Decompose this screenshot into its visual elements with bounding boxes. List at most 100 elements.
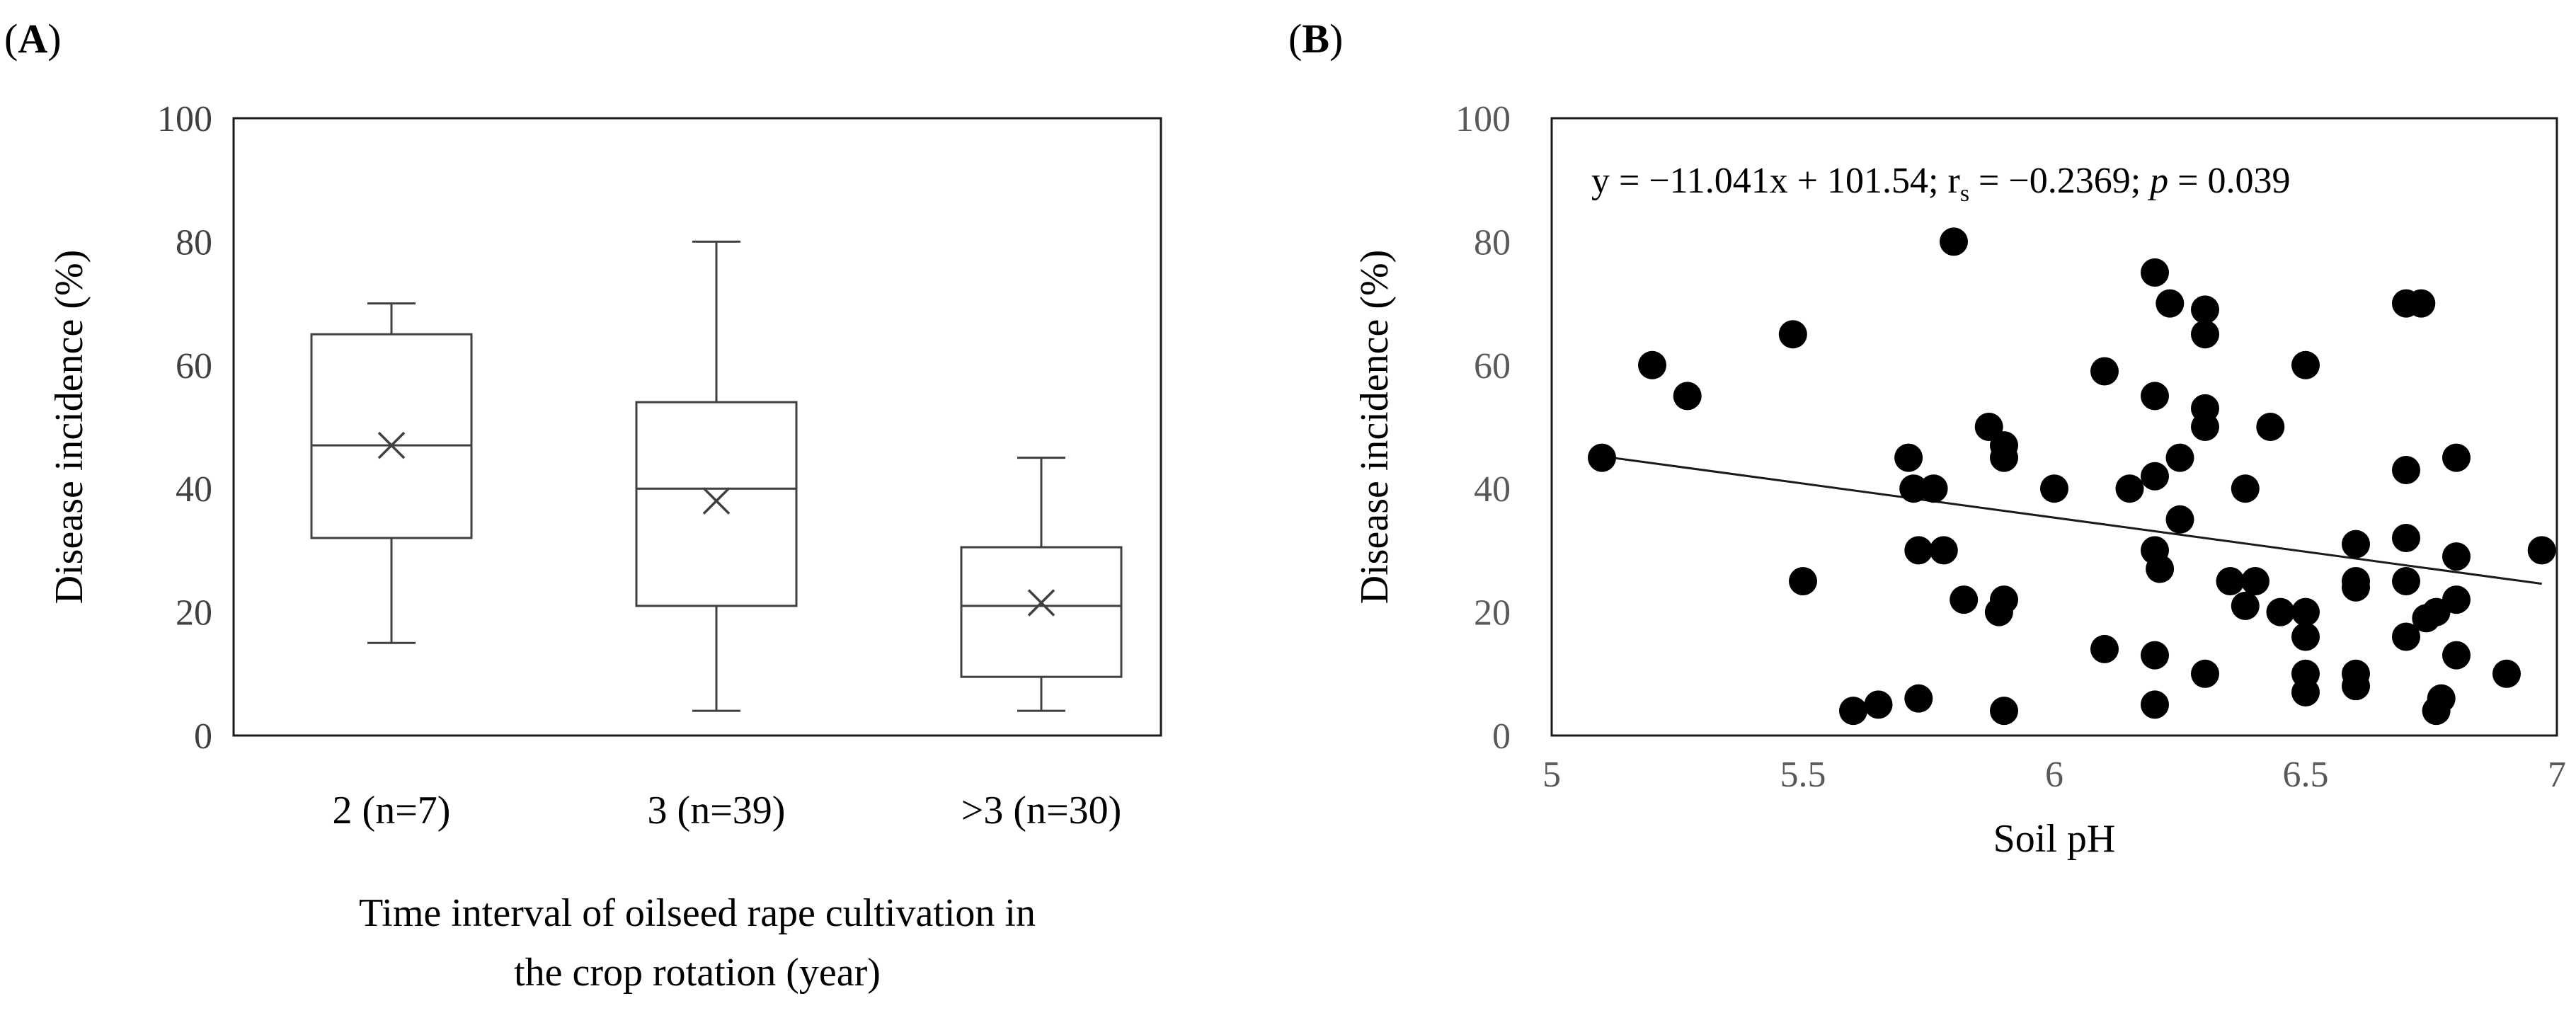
regression-annotation: y = −11.041x + 101.54; rs = −0.2369; p =… (1591, 161, 2290, 207)
data-point (2442, 585, 2471, 614)
x-tick-label: 5.5 (1780, 755, 1826, 795)
box-plot-frame (232, 117, 1162, 737)
scatter-frame (1550, 117, 2558, 737)
data-point (2256, 413, 2285, 441)
data-point (2141, 641, 2169, 670)
data-point (2291, 597, 2320, 626)
annotation-suffix: = 0.039 (2168, 161, 2290, 201)
y-tick-label: 20 (1474, 593, 1511, 634)
annotation-middle: = −0.2369; (1969, 161, 2150, 201)
y-tick-label: 20 (176, 593, 212, 634)
data-point (2191, 659, 2219, 688)
data-point (2427, 684, 2456, 713)
panel-label-b: (B) (1288, 16, 1343, 62)
data-point (2527, 536, 2556, 565)
box-plot-x-axis-title-line-1: Time interval of oilseed rape cultivatio… (359, 891, 1036, 935)
box-plot-y-ticks: 0 20 40 60 80 100 (157, 99, 212, 757)
data-point (2442, 443, 2471, 472)
mean-marker-stroke-2 (377, 431, 406, 459)
panel-label-a-letter: A (18, 16, 47, 62)
data-point (2392, 523, 2420, 552)
data-point (2241, 567, 2269, 595)
box-group (960, 457, 1123, 712)
x-tick-label: 5 (1542, 755, 1561, 795)
data-point (2291, 350, 2320, 379)
panel-label-b-letter: B (1302, 16, 1329, 62)
y-tick-label: 80 (176, 222, 212, 263)
scatter-panel: 0 20 40 60 80 100 5 5.5 6 6.5 7 y = −11.041x + 10… (1353, 99, 2566, 861)
data-point (2407, 289, 2436, 318)
data-point (1673, 382, 1702, 411)
data-point (2141, 690, 2169, 719)
data-point (2090, 357, 2119, 386)
data-point (2442, 641, 2471, 670)
annotation-p: p (2147, 161, 2168, 201)
data-point (2342, 530, 2370, 559)
data-point (1864, 690, 1893, 719)
data-point (2291, 677, 2320, 706)
data-point (2231, 591, 2260, 620)
data-point (1899, 474, 1928, 503)
y-tick-label: 60 (1474, 346, 1511, 387)
data-point (2392, 622, 2420, 651)
mean-marker-stroke-2 (702, 487, 731, 515)
panel-label-a: (A) (4, 16, 62, 62)
mean-marker-stroke-2 (1027, 589, 1055, 617)
category-label: 2 (n=7) (333, 789, 451, 832)
data-point (2115, 474, 2144, 503)
data-point (2216, 567, 2245, 595)
data-point (2392, 567, 2420, 595)
box-plot-y-axis-title: Disease incidence (%) (47, 250, 91, 605)
x-tick-label: 6.5 (2283, 755, 2329, 795)
data-point (1919, 474, 1948, 503)
data-point (1894, 443, 1923, 472)
y-tick-label: 40 (176, 469, 212, 510)
data-point (1990, 443, 2018, 472)
y-tick-label: 60 (176, 346, 212, 387)
data-point (2156, 289, 2185, 318)
data-point (1929, 536, 1958, 565)
data-point (1984, 597, 2013, 626)
annotation-prefix: y = −11.041x + 101.54; r (1591, 161, 1960, 201)
data-point (1904, 536, 1933, 565)
iqr-box (960, 546, 1123, 678)
scatter-y-ticks: 0 20 40 60 80 100 (1455, 99, 1511, 757)
category-label: >3 (n=30) (961, 789, 1121, 832)
y-tick-label: 40 (1474, 469, 1511, 510)
data-point (1904, 684, 1933, 713)
data-point (1789, 567, 1817, 595)
data-point (1940, 227, 1968, 256)
data-point (1638, 350, 1666, 379)
y-tick-label: 0 (194, 716, 212, 757)
box-group (635, 240, 798, 712)
data-point (2342, 573, 2370, 602)
data-point (2141, 382, 2169, 411)
box-group (310, 302, 473, 644)
data-point (2191, 295, 2219, 324)
data-point (2141, 462, 2169, 491)
data-point (1950, 585, 1979, 614)
data-point (2492, 659, 2521, 688)
y-tick-label: 80 (1474, 222, 1511, 263)
y-tick-label: 0 (1492, 716, 1511, 757)
data-point (2266, 597, 2295, 626)
data-point (2442, 542, 2471, 571)
scatter-x-ticks: 5 5.5 6 6.5 7 (1542, 755, 2566, 795)
data-point (2392, 456, 2420, 485)
data-point (2191, 413, 2219, 441)
data-point (2141, 258, 2169, 287)
data-point (2191, 320, 2219, 349)
category-label: 3 (n=39) (648, 789, 786, 832)
data-point (1990, 697, 2018, 726)
scatter-y-axis-title: Disease incidence (%) (1353, 250, 1397, 605)
box-plot-x-axis-title-line-2: the crop rotation (year) (514, 951, 881, 995)
iqr-box (635, 401, 798, 607)
box-plot-boxes (310, 240, 1123, 712)
data-point (2342, 672, 2370, 701)
data-point (2291, 622, 2320, 651)
x-tick-label: 6 (2045, 755, 2063, 795)
data-point (2165, 505, 2194, 534)
box-plot-panel: 0 20 40 60 80 100 2 (n=7) 3 (n=39) >3 (n=30) Di… (47, 99, 1162, 995)
